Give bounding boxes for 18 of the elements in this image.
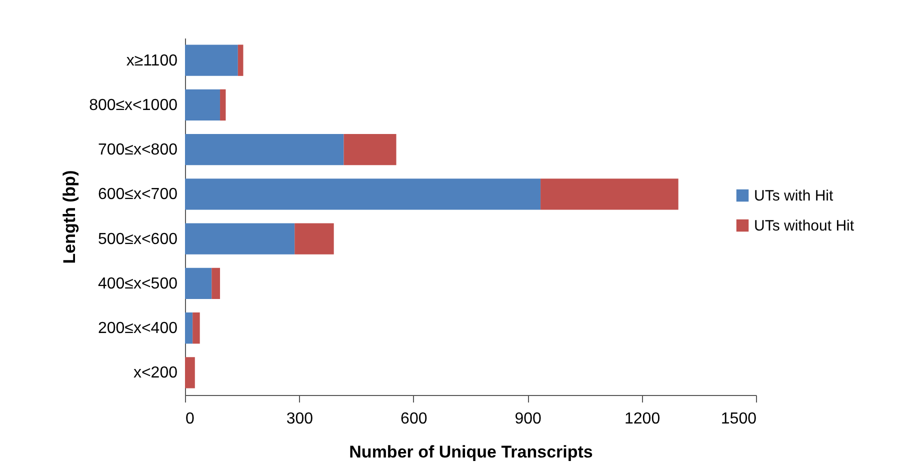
x-axis-title: Number of Unique Transcripts (349, 442, 593, 462)
x-tick-label: 900 (514, 410, 542, 428)
y-axis-title: Length (bp) (60, 170, 80, 264)
y-tick-label: 700≤x<800 (98, 142, 178, 159)
y-tick-label: x≥1100 (126, 52, 178, 70)
y-tick-label: 400≤x<500 (98, 275, 178, 292)
x-tick-label: 300 (286, 410, 314, 428)
x-tick-label: 0 (186, 410, 194, 428)
x-tick-label: 600 (400, 410, 428, 428)
y-tick-label: 600≤x<700 (98, 186, 178, 204)
y-tick-label: x<200 (133, 364, 178, 382)
legend-label: UTs with Hit (754, 188, 834, 204)
x-tick-label: 1500 (720, 410, 757, 428)
legend-label: UTs without Hit (754, 218, 855, 234)
y-tick-label: 500≤x<600 (98, 230, 178, 248)
x-tick-label: 1200 (624, 410, 660, 428)
y-tick-label: 200≤x<400 (98, 320, 178, 338)
y-tick-label: 800≤x<1000 (89, 96, 178, 114)
